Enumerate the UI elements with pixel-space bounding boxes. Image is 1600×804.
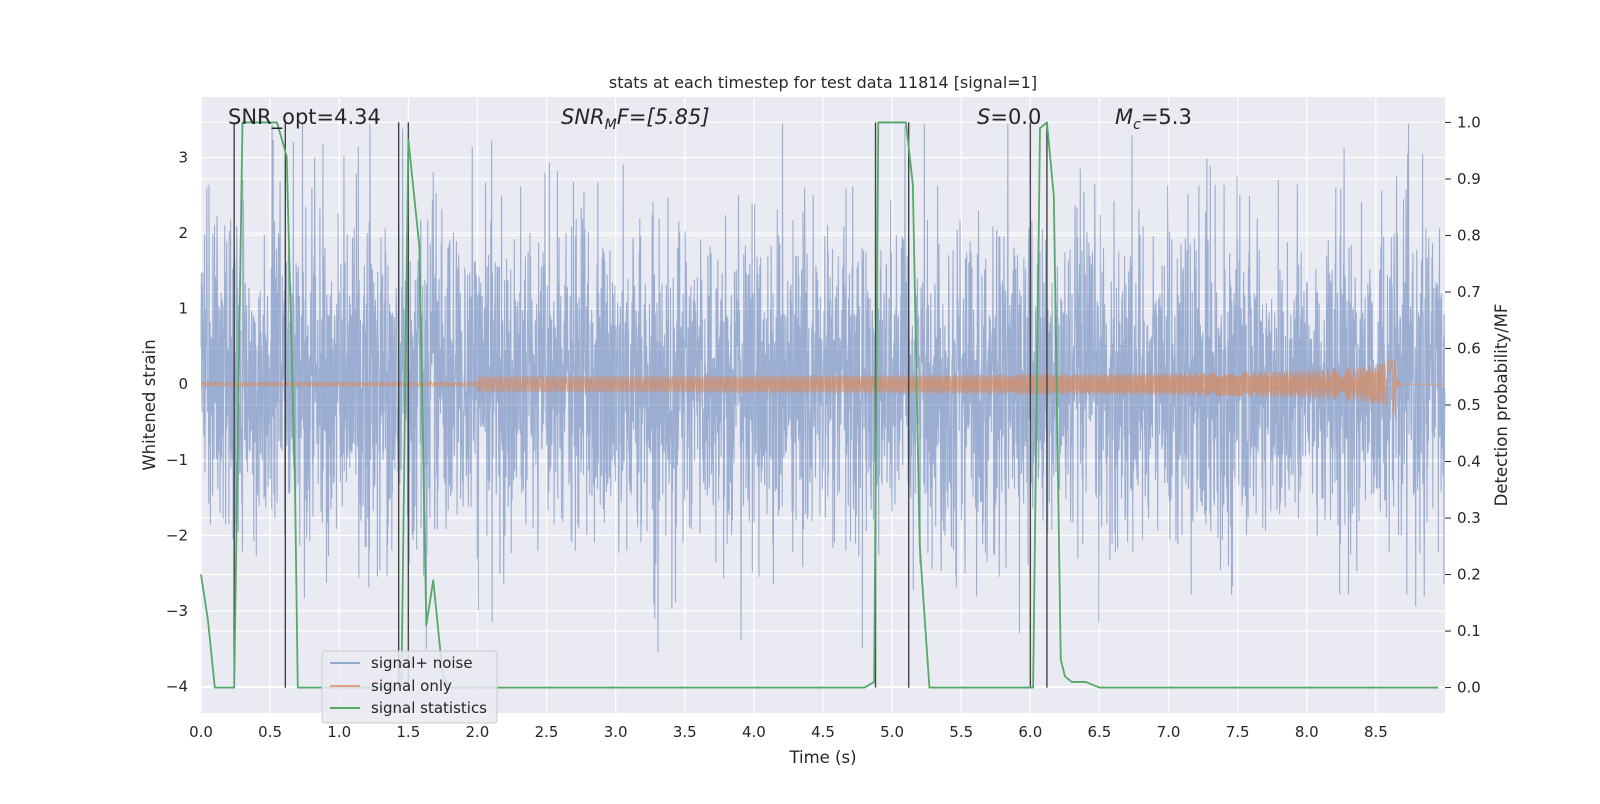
y-right-tick-label: 1.0 (1457, 113, 1481, 131)
y-right-tick-label: 0.5 (1457, 396, 1481, 414)
annotation-snr-mf-rest: F=[5.85] (617, 105, 710, 129)
x-tick-label: 1.0 (327, 723, 351, 741)
y-right-tick-label: 0.7 (1457, 283, 1481, 301)
legend-label-signal-only: signal only (371, 677, 452, 695)
y-right-tick-label: 0.2 (1457, 566, 1481, 584)
y-right-tick-label: 0.3 (1457, 509, 1481, 527)
x-tick-label: 3.5 (673, 723, 697, 741)
legend-box (321, 650, 498, 724)
x-tick-label: 5.5 (949, 723, 973, 741)
x-tick-label: 0.0 (189, 723, 213, 741)
annotation-mc-rest: =5.3 (1141, 105, 1192, 129)
annotation-s: S=0.0 (977, 105, 1041, 129)
y-axis-label-left: Whitened strain (140, 339, 159, 470)
annotation-mc: Mc=5.3 (1115, 105, 1192, 133)
x-tick-label: 2.5 (535, 723, 559, 741)
y-left-tick-label: 3 (178, 148, 188, 166)
y-right-tick-label: 0.8 (1457, 226, 1481, 244)
y-left-tick-label: 0 (178, 375, 188, 393)
annotation-mc-base: M (1115, 105, 1133, 129)
x-axis-label: Time (s) (788, 748, 856, 767)
y-right-tick-label: 0.6 (1457, 339, 1481, 357)
x-tick-label: 5.0 (880, 723, 904, 741)
y-left-tick-label: −1 (166, 451, 188, 469)
x-tick-label: 4.5 (811, 723, 835, 741)
y-right-tick-label: 0.9 (1457, 170, 1481, 188)
x-tick-label: 8.5 (1364, 723, 1388, 741)
y-left-tick-label: −4 (166, 678, 188, 696)
legend-label-signal-noise: signal+ noise (371, 654, 473, 672)
annotation-mc-sub: c (1133, 117, 1141, 133)
x-tick-label: 7.0 (1157, 723, 1181, 741)
x-tick-label: 7.5 (1226, 723, 1250, 741)
annotation-s-rest: =0.0 (990, 105, 1041, 129)
x-tick-label: 2.0 (466, 723, 490, 741)
x-tick-label: 0.5 (258, 723, 282, 741)
annotation-snr-mf-sub: M (605, 117, 617, 133)
chart-title: stats at each timestep for test data 118… (609, 73, 1037, 92)
legend-label-signal-statistics: signal statistics (371, 699, 487, 717)
annotation-s-base: S (977, 105, 990, 129)
y-right-tick-label: 0.1 (1457, 622, 1481, 640)
annotation-snr-mf: SNRMF=[5.85] (561, 105, 710, 133)
y-right-tick-label: 0.4 (1457, 453, 1481, 471)
x-tick-label: 6.0 (1018, 723, 1042, 741)
x-tick-label: 8.0 (1295, 723, 1319, 741)
tick-labels: 0.0 0.5 1.0 1.5 2.0 2.5 3.0 3.5 4.0 4.5 5.0 5.5 6.0 6… (166, 113, 1481, 741)
x-tick-label: 1.5 (396, 723, 420, 741)
y-left-tick-label: −2 (166, 526, 188, 544)
annotation-snr-opt: SNR_opt=4.34 (228, 105, 381, 130)
y-left-tick-label: 2 (178, 224, 188, 242)
y-left-tick-label: 1 (178, 300, 188, 318)
y-right-tick-label: 0.0 (1457, 679, 1481, 697)
signal-statistics-line (200, 121, 1439, 689)
legend: signal+ noise signal only signal statist… (321, 650, 498, 724)
series-signal-statistics (200, 121, 1439, 689)
x-tick-label: 6.5 (1088, 723, 1112, 741)
y-axis-label-right: Detection probability/MF (1492, 304, 1511, 507)
x-tick-label: 4.0 (742, 723, 766, 741)
y-left-tick-label: −3 (166, 602, 188, 620)
annotation-snr-mf-base: SNR (561, 105, 605, 129)
x-tick-label: 3.0 (604, 723, 628, 741)
